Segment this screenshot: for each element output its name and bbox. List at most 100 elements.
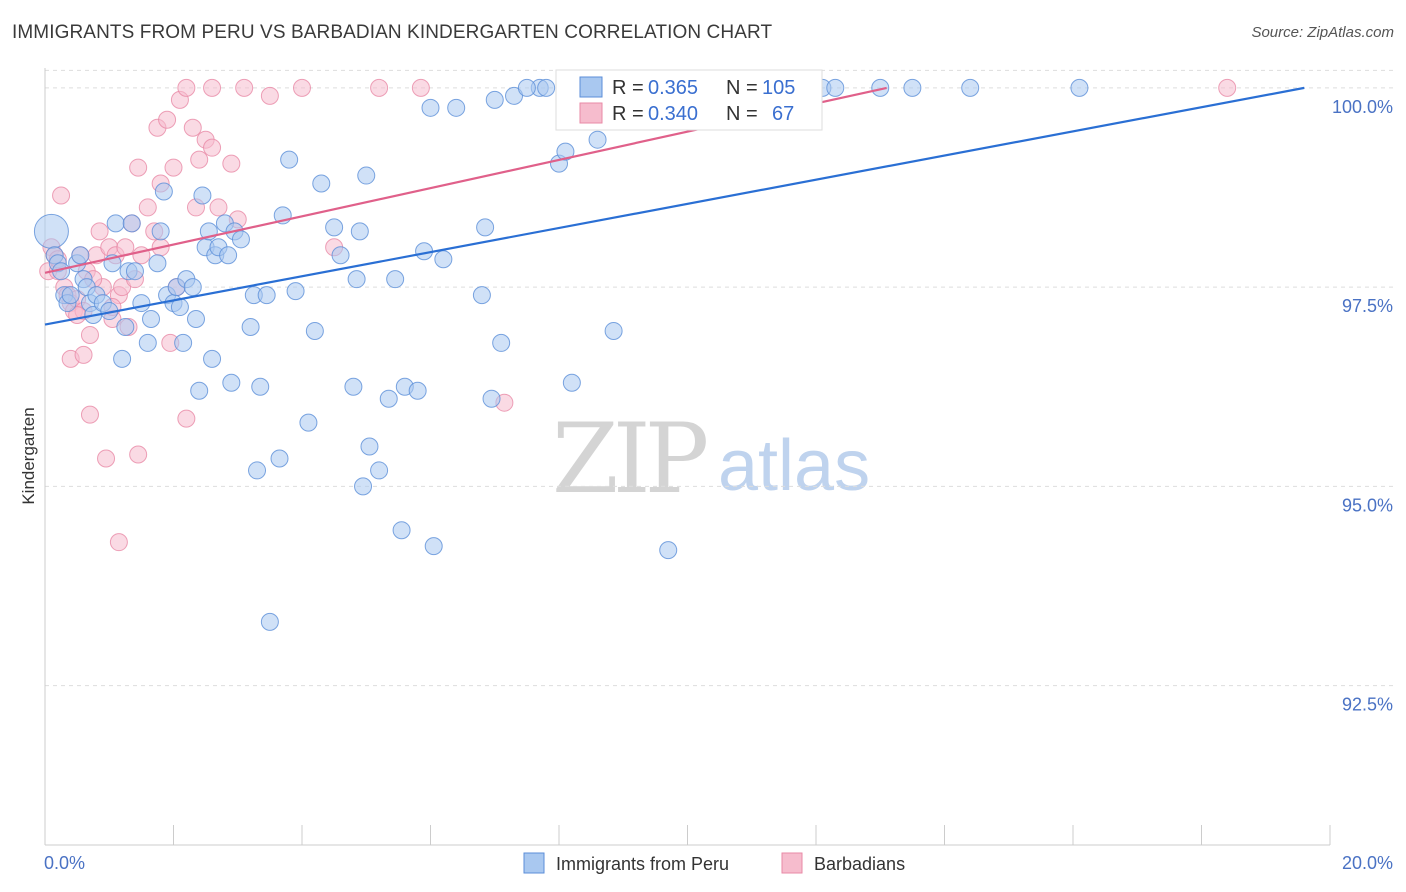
barbadians-point (74, 345, 93, 364)
peru-point (903, 78, 922, 97)
peru-point (151, 222, 170, 241)
barbadians-point (109, 533, 128, 552)
legend-n-value-barbadians: 67 (772, 103, 794, 125)
peru-point (517, 78, 536, 97)
peru-point (357, 166, 376, 185)
legend-r-value-peru: 0.365 (648, 77, 698, 99)
peru-point (312, 174, 331, 193)
barbadians-point (90, 222, 109, 241)
legend-swatch-barbadians (579, 102, 603, 124)
series-legend: Immigrants from Peru Barbadians (523, 852, 905, 874)
peru-point (392, 521, 411, 540)
peru-point (424, 537, 443, 556)
peru-point (537, 78, 556, 97)
x-tick-label: 20.0% (1342, 853, 1393, 873)
peru-point (222, 373, 241, 392)
x-tick-labels: 0.0% 20.0% (44, 853, 1393, 873)
barbadians-point (177, 409, 196, 428)
peru-point (505, 86, 524, 105)
peru-point (260, 612, 279, 631)
barbadians-point (129, 445, 148, 464)
peru-point (482, 389, 501, 408)
peru-point (154, 182, 173, 201)
barbadians-point (80, 325, 99, 344)
barbadians-point (293, 78, 311, 97)
peru-point (251, 377, 270, 396)
legend-n-label-peru: N = (726, 77, 758, 99)
peru-point (116, 317, 135, 336)
barbadians-point (370, 78, 389, 97)
barbadians-point (97, 449, 116, 468)
bottom-legend-label-barbadians: Barbadians (814, 854, 905, 874)
y-tick-labels: 92.5% 95.0% 97.5% 100.0% (1332, 97, 1393, 715)
peru-point (270, 449, 289, 468)
barbadians-point (183, 118, 202, 137)
peru-point (33, 213, 69, 249)
legend-n-label-barbadians: N = (726, 103, 758, 125)
y-tick-label: 97.5% (1342, 296, 1393, 316)
peru-point (331, 246, 350, 265)
peru-point (556, 142, 575, 161)
barbadians-point (209, 198, 228, 217)
peru-point (132, 294, 151, 313)
peru-point (280, 150, 299, 169)
peru-point (190, 381, 209, 400)
peru-point (492, 333, 511, 352)
peru-point (231, 230, 250, 249)
stats-legend: R = 0.365 N = 105 R = 0.340 N = 67 (555, 69, 823, 131)
peru-point (241, 317, 260, 336)
peru-trend-line (44, 86, 1305, 326)
peru-point (354, 477, 373, 496)
barbadians-point (260, 86, 279, 105)
barbadians-point (164, 158, 183, 177)
peru-point (485, 90, 504, 109)
y-axis-title: Kindergarten (19, 407, 38, 504)
peru-point (203, 349, 222, 368)
peru-point (472, 286, 491, 305)
barbadians-point (190, 150, 209, 169)
peru-point (379, 389, 398, 408)
source-credit: Source: ZipAtlas.com (1251, 24, 1394, 41)
peru-point (408, 381, 427, 400)
chart-title: IMMIGRANTS FROM PERU VS BARBADIAN KINDER… (12, 22, 773, 43)
peru-point (71, 246, 90, 265)
barbadians-point (411, 78, 430, 97)
watermark-zip: ZIP (552, 403, 707, 515)
peru-point (659, 541, 678, 560)
peru-point (386, 270, 405, 289)
barbadians-point (52, 186, 71, 205)
bottom-legend-swatch-barbadians (781, 852, 803, 874)
watermark-atlas: atlas (718, 426, 870, 506)
peru-point (350, 222, 369, 241)
barbadians-point (222, 154, 241, 173)
peru-point (113, 349, 132, 368)
barbadians-point (138, 198, 157, 217)
peru-point (248, 461, 267, 480)
x-tick-label: 0.0% (44, 853, 85, 873)
y-tick-label: 100.0% (1332, 97, 1393, 117)
y-tick-label: 95.0% (1342, 495, 1393, 515)
peru-point (219, 246, 238, 265)
barbadians-point (113, 278, 132, 297)
peru-point (193, 186, 212, 205)
peru-point (344, 377, 363, 396)
peru-point (347, 270, 366, 289)
peru-point (604, 321, 623, 340)
peru-point (826, 78, 845, 97)
peru-point (305, 321, 324, 340)
peru-point (142, 310, 161, 329)
barbadians-point (158, 110, 177, 129)
axes (44, 68, 1331, 846)
peru-point (183, 278, 202, 297)
legend-r-label-peru: R = (612, 77, 644, 99)
peru-point (106, 214, 125, 233)
y-tick-label: 92.5% (1342, 695, 1393, 715)
bottom-legend-swatch-peru (523, 852, 545, 874)
barbadians-point (80, 405, 99, 424)
peru-point (1070, 78, 1089, 97)
peru-point (476, 218, 495, 237)
peru-point (325, 218, 344, 237)
barbadians-point (129, 158, 148, 177)
barbadians-point (235, 78, 254, 97)
